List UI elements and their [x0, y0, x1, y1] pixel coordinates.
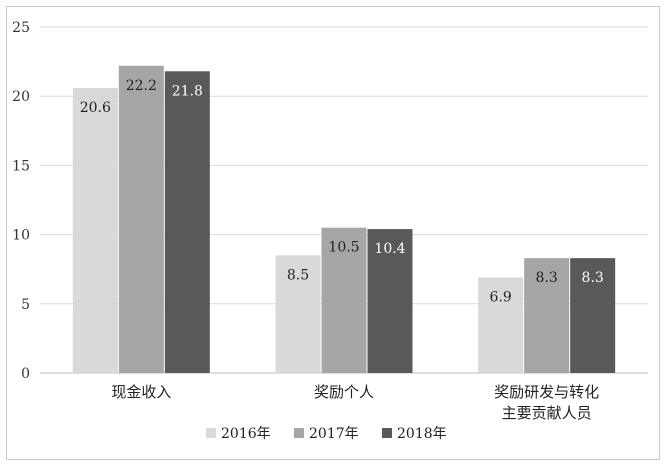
y-tick-label: 0 [21, 366, 30, 382]
data-label: 10.4 [374, 241, 405, 257]
bar-1-1 [72, 87, 118, 373]
x-category-label: 现金收入 [111, 383, 171, 401]
y-tick-label: 25 [12, 20, 30, 36]
data-label: 10.5 [328, 240, 359, 256]
legend: 2016年 2017年 2018年 [206, 426, 447, 442]
bars [72, 65, 616, 374]
bar-2-1 [118, 65, 164, 373]
bar-1-3 [478, 277, 524, 373]
legend-swatch-3 [382, 428, 392, 438]
legend-label-1: 2016年 [221, 426, 271, 442]
y-tick-label: 20 [12, 89, 30, 105]
bar-1-2 [275, 255, 321, 373]
data-label: 21.8 [172, 83, 203, 99]
y-tick-label: 5 [21, 297, 30, 313]
bar-3-3 [570, 258, 616, 373]
bar-3-2 [367, 229, 413, 373]
bar-3-1 [164, 71, 210, 374]
x-category-label: 奖励个人 [314, 383, 374, 401]
data-label: 22.2 [126, 78, 157, 94]
bar-2-3 [524, 258, 570, 373]
data-labels: 20.6 22.2 21.8 8.5 10.5 10.4 6.9 8.3 8.3 [80, 78, 604, 306]
legend-swatch-2 [294, 428, 304, 438]
y-axis: 0 5 10 15 20 25 [12, 20, 30, 382]
y-tick-label: 15 [12, 158, 30, 174]
data-label: 8.3 [536, 270, 558, 286]
data-label: 20.6 [80, 100, 111, 116]
x-category-label: 主要贡献人员 [502, 404, 592, 422]
y-tick-label: 10 [12, 228, 30, 244]
legend-swatch-1 [206, 428, 216, 438]
legend-label-2: 2017年 [309, 426, 359, 442]
data-label: 6.9 [490, 290, 512, 306]
data-label: 8.5 [287, 267, 309, 283]
legend-label-3: 2018年 [397, 426, 447, 442]
x-category-label: 奖励研发与转化 [494, 383, 599, 401]
data-label: 8.3 [582, 270, 604, 286]
bar-2-2 [321, 227, 367, 373]
